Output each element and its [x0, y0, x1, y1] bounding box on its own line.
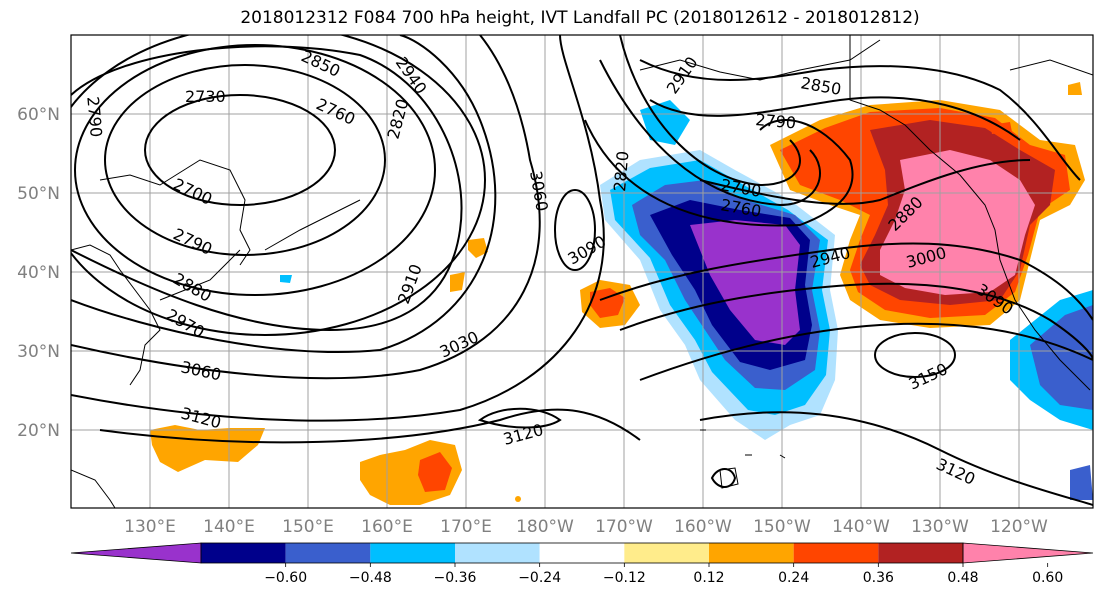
lon-label: 150°E [282, 517, 334, 537]
colorbar-tick-label: 0.60 [1032, 570, 1063, 586]
colorbar-swatch [201, 543, 286, 563]
contour-label: 2790 [83, 96, 105, 138]
ivt-shading [150, 82, 1093, 505]
coastlines [71, 35, 1093, 508]
lon-label: 150°W [753, 517, 811, 537]
colorbar-swatch [285, 543, 371, 563]
lon-label: 140°E [203, 517, 255, 537]
lon-label: 170°E [440, 517, 492, 537]
colorbar-tick-label: 0.36 [863, 570, 894, 586]
colorbar-swatch [370, 543, 455, 563]
lat-label: 50°N [17, 184, 60, 204]
lon-label: 160°E [361, 517, 413, 537]
lon-label: 130°W [911, 517, 969, 537]
lat-label: 20°N [17, 421, 60, 441]
map-frame [70, 34, 1094, 509]
contour-label: 2730 [185, 87, 226, 106]
colorbar-swatch [455, 543, 540, 563]
lon-label: 170°W [595, 517, 653, 537]
colorbar-extend-high [962, 542, 1094, 564]
lon-label: 130°E [124, 517, 176, 537]
latitude-labels: 60°N 50°N 40°N 30°N 20°N [17, 105, 60, 441]
contour-label: 2820 [610, 150, 632, 192]
colorbar-tick-label: −0.36 [434, 570, 477, 586]
colorbar-extend-low [70, 542, 202, 564]
lon-label: 140°W [832, 517, 890, 537]
map-title: 2018012312 F084 700 hPa height, IVT Land… [240, 8, 920, 28]
lon-label: 160°W [674, 517, 732, 537]
graticule [71, 35, 1093, 508]
colorbar-swatch [709, 543, 794, 563]
colorbar-swatch [624, 543, 709, 563]
colorbar: −0.60 −0.48 −0.36 −0.24 −0.12 0.12 0.24 0.36 0.4… [70, 542, 1094, 586]
longitude-labels: 130°E 140°E 150°E 160°E 170°E 180°W 170°… [124, 517, 1048, 537]
lon-label: 180°W [516, 517, 574, 537]
colorbar-tick-label: −0.48 [349, 570, 392, 586]
colorbar-swatch [793, 543, 879, 563]
lat-label: 40°N [17, 263, 60, 283]
colorbar-outline [200, 542, 964, 564]
colorbar-tick-label: 0.12 [693, 570, 724, 586]
colorbar-swatch [539, 543, 625, 563]
colorbar-tick-label: −0.12 [603, 570, 646, 586]
contour-label: 2790 [755, 110, 797, 132]
colorbar-tick-label: −0.60 [264, 570, 307, 586]
height-contours [71, 35, 1093, 506]
colorbar-tick-label: 0.48 [947, 570, 978, 586]
colorbar-swatch [878, 543, 963, 563]
lon-label: 120°W [990, 517, 1048, 537]
lat-label: 30°N [17, 342, 60, 362]
colorbar-tick-label: −0.24 [518, 570, 561, 586]
lat-label: 60°N [17, 105, 60, 125]
colorbar-tick-label: 0.24 [778, 570, 809, 586]
